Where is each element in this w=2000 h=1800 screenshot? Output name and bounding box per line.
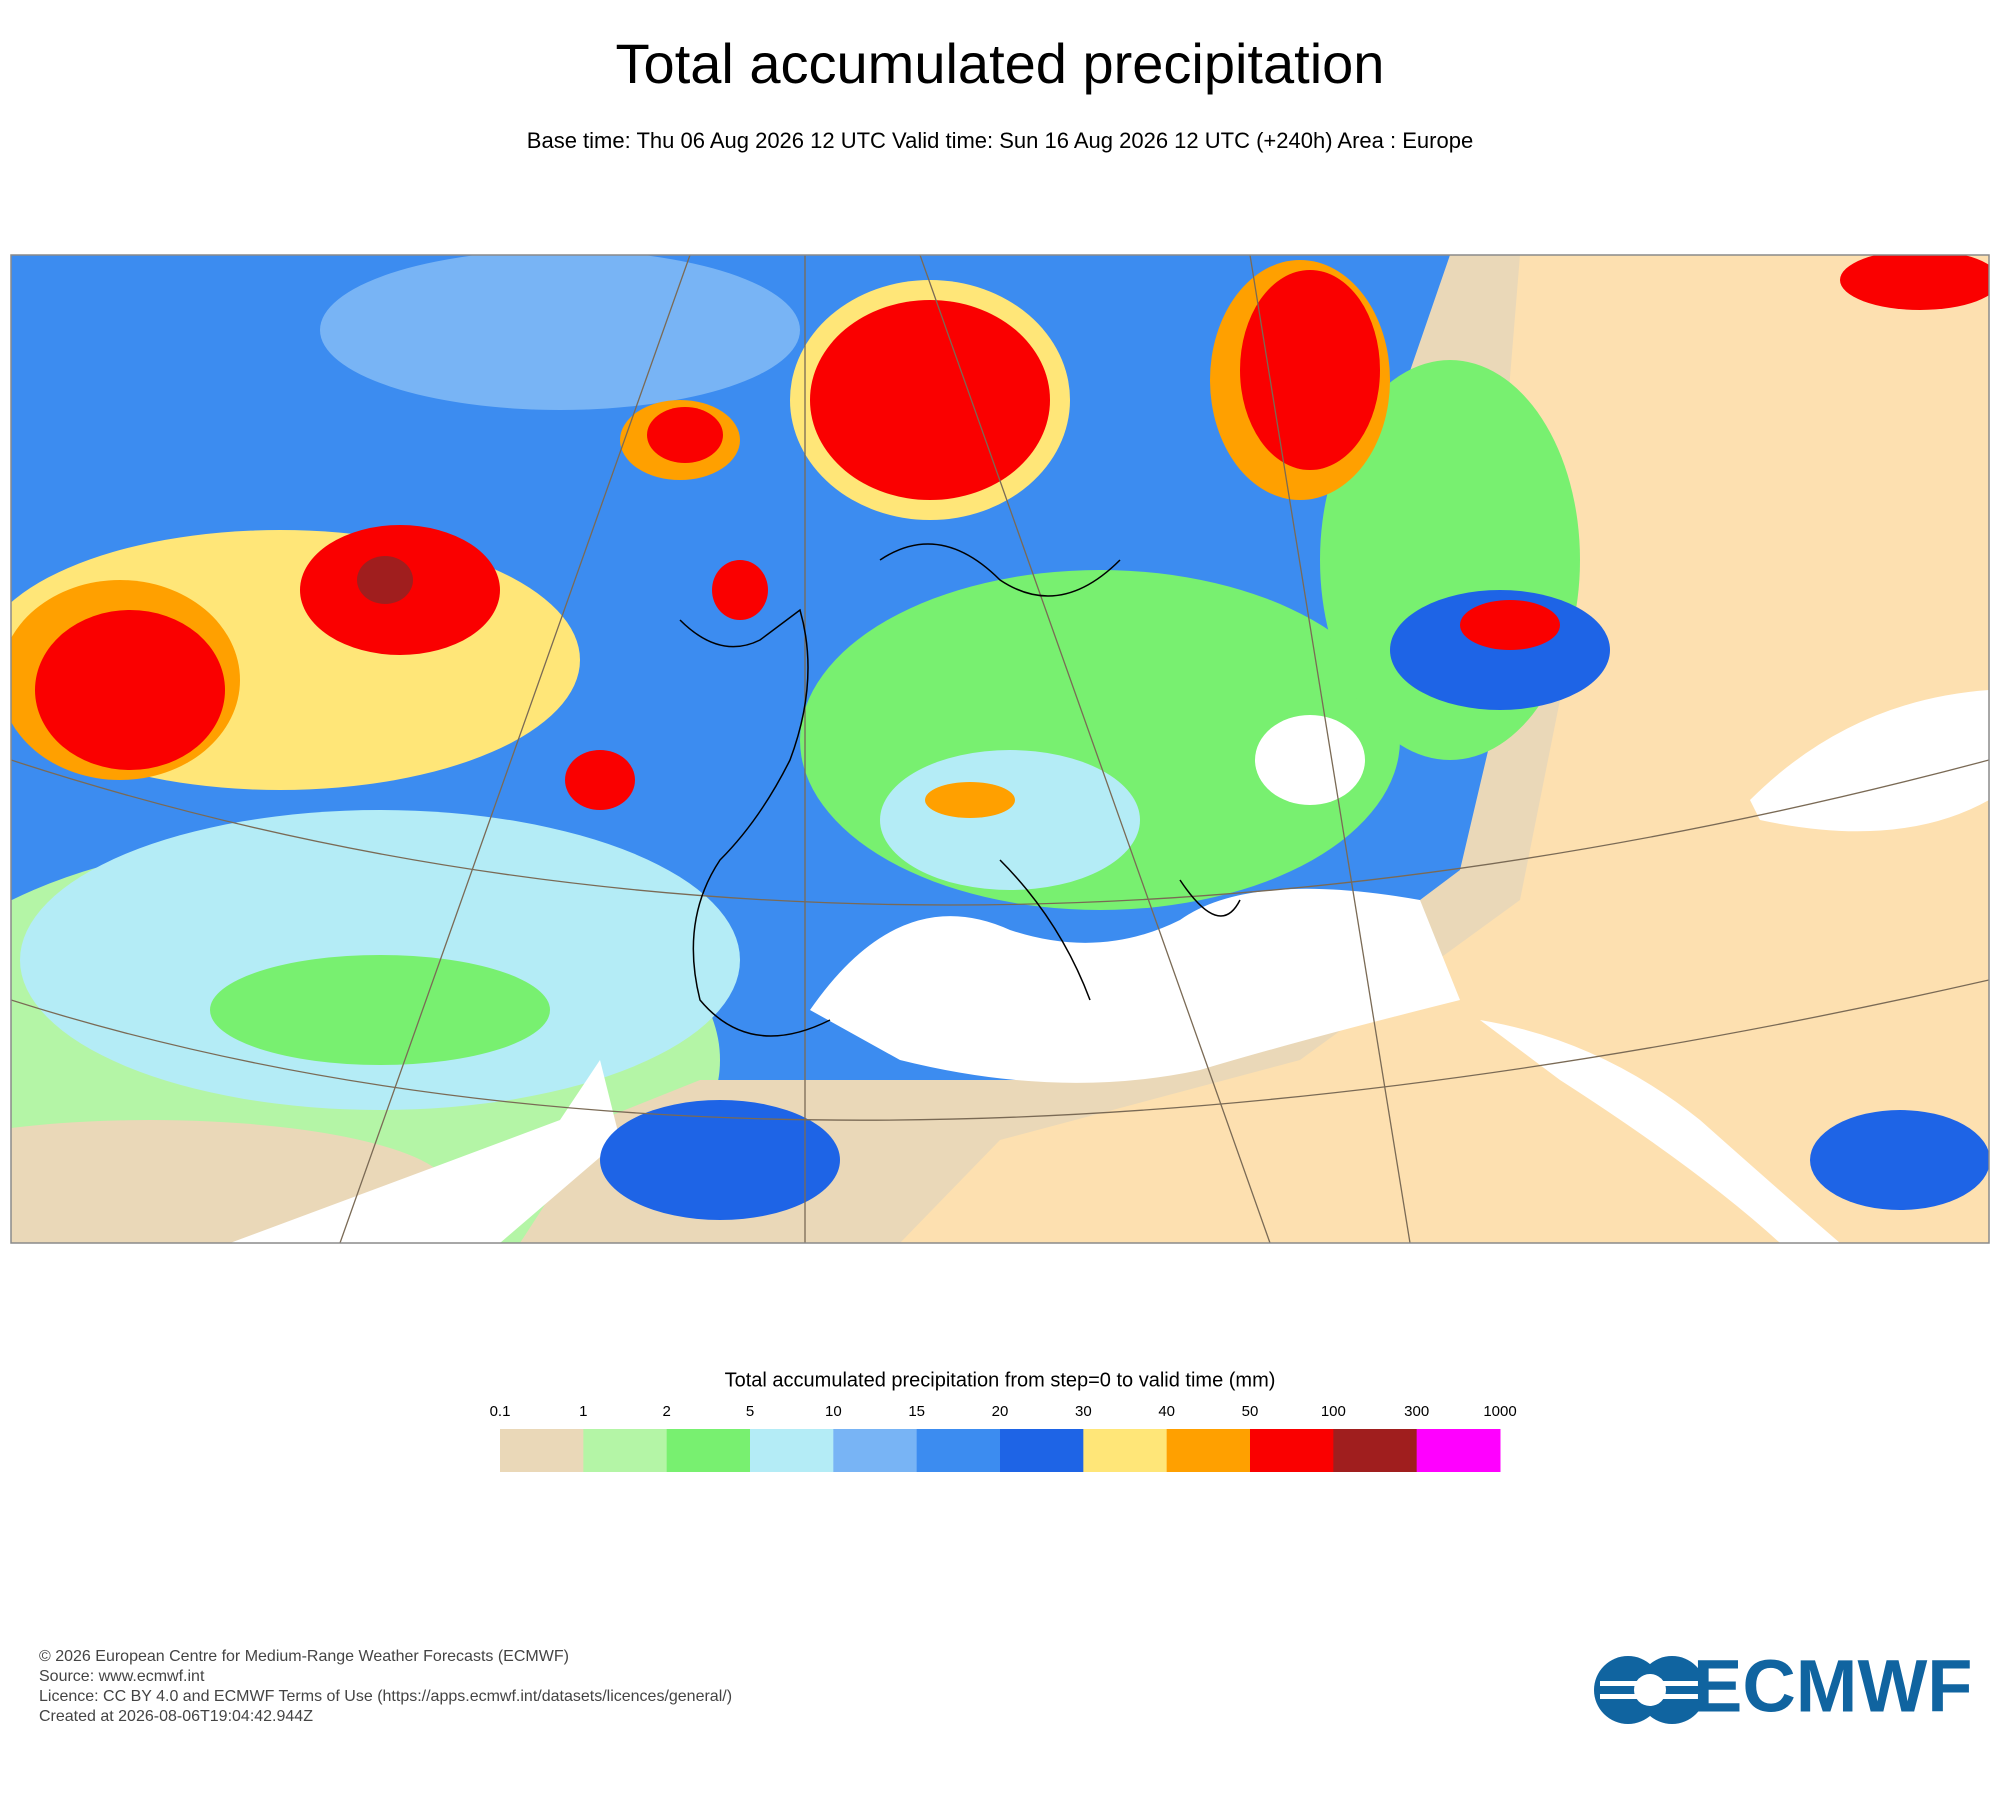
colorbar-swatch <box>583 1429 668 1472</box>
colorbar-swatch <box>833 1429 918 1472</box>
colorbar-level: 5 <box>746 1403 754 1420</box>
colorbar-swatch <box>916 1429 1001 1472</box>
footer-line: © 2026 European Centre for Medium-Range … <box>39 1648 569 1665</box>
colorbar-level: 50 <box>1242 1403 1259 1420</box>
colorbar-level: 100 <box>1321 1403 1346 1420</box>
colorbar-level: 15 <box>908 1403 925 1420</box>
colorbar-swatch <box>750 1429 834 1472</box>
colorbar-swatch <box>1083 1429 1168 1472</box>
logo: ECMWF <box>1594 1645 1973 1728</box>
colorbar: 0.1 1 2 5 10 15 20 30 40 50 100 300 1000 <box>490 1403 1517 1472</box>
title: Total accumulated precipitation <box>616 32 1385 95</box>
colorbar-level: 1 <box>579 1403 587 1420</box>
subtitle: Base time: Thu 06 Aug 2026 12 UTC Valid … <box>527 128 1473 153</box>
colorbar-level: 30 <box>1075 1403 1092 1420</box>
colorbar-swatch <box>500 1429 584 1472</box>
colorbar-swatch <box>1416 1429 1501 1472</box>
colorbar-swatch <box>1250 1429 1334 1472</box>
colorbar-swatch <box>1166 1429 1251 1472</box>
colorbar-level: 300 <box>1404 1403 1429 1420</box>
footer: © 2026 European Centre for Medium-Range … <box>39 1648 732 1725</box>
colorbar-level: 40 <box>1158 1403 1175 1420</box>
colorbar-level: 1000 <box>1483 1403 1516 1420</box>
footer-line: Source: www.ecmwf.int <box>39 1668 205 1685</box>
colorbar-level: 0.1 <box>490 1403 511 1420</box>
colorbar-swatch <box>666 1429 751 1472</box>
colorbar-swatch <box>1333 1429 1418 1472</box>
footer-line: Licence: CC BY 4.0 and ECMWF Terms of Us… <box>39 1688 732 1705</box>
footer-line: Created at 2026-08-06T19:04:42.944Z <box>39 1708 313 1725</box>
colorbar-title: Total accumulated precipitation from ste… <box>725 1369 1276 1391</box>
precipitation-map <box>11 255 1989 1243</box>
colorbar-swatch <box>1000 1429 1084 1472</box>
colorbar-level: 2 <box>662 1403 670 1420</box>
logo-text: ECMWF <box>1693 1645 1973 1728</box>
colorbar-level: 20 <box>992 1403 1009 1420</box>
map-frame <box>10 254 1990 1244</box>
colorbar-level: 10 <box>825 1403 842 1420</box>
